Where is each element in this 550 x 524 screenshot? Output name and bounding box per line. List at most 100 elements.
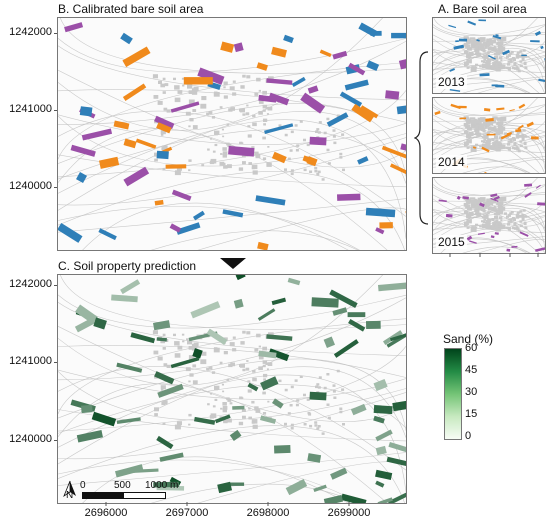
settlement-block [466, 207, 471, 210]
settlement-block [487, 58, 491, 62]
contour-line [433, 18, 538, 55]
contour-line [433, 41, 545, 70]
settlement-block [497, 202, 502, 206]
settlement-block [174, 424, 181, 430]
settlement-block [327, 162, 331, 165]
settlement-block [466, 139, 472, 144]
settlement-block [258, 366, 263, 371]
settlement-block [188, 159, 192, 162]
settlement-block [487, 52, 490, 55]
settlement-block [181, 77, 185, 80]
settlement-block [479, 37, 486, 42]
bare-soil-field-2014 [483, 171, 493, 173]
settlement-block [315, 130, 318, 133]
settlement-block [290, 130, 294, 134]
settlement-block [491, 146, 496, 150]
settlement-block [485, 219, 491, 224]
settlement-block [262, 391, 266, 395]
settlement-block [497, 128, 503, 132]
panel-a-map-2013: 2013 [432, 17, 546, 94]
settlement-block [507, 60, 511, 63]
settlement-block [193, 342, 199, 347]
settlement-block [495, 139, 499, 142]
bare-soil-field-2014 [220, 41, 235, 53]
settlement-block [258, 89, 261, 92]
settlement-block [493, 116, 498, 120]
settlement-block [519, 140, 523, 143]
panel-a-map-2014-canvas [433, 98, 545, 173]
settlement-block [210, 138, 213, 140]
settlement-block [488, 120, 494, 125]
settlement-block [523, 222, 527, 226]
panel-c-y-tick: 1242000 [9, 278, 52, 290]
settlement-block [487, 218, 491, 222]
panel-a-map-2013-canvas [433, 18, 545, 93]
settlement-block [524, 55, 528, 58]
bare-soil-field-2014 [483, 108, 491, 112]
settlement-block [162, 347, 166, 350]
settlement-block [518, 214, 522, 218]
contour-line [433, 185, 545, 213]
panel-c-title: C. Soil property prediction [58, 259, 197, 273]
settlement-block [229, 342, 235, 347]
settlement-block [474, 39, 480, 44]
settlement-block [174, 97, 181, 103]
panel-b-y-tick: 1240000 [9, 180, 52, 192]
settlement-block [213, 92, 220, 97]
bare-soil-field-2014 [154, 199, 164, 206]
settlement-block [230, 107, 235, 111]
settlement-block [465, 204, 471, 209]
settlement-block [201, 164, 205, 167]
sand-prediction-field [93, 317, 107, 330]
settlement-block [516, 136, 520, 139]
panel-c-map-canvas [58, 275, 406, 503]
settlement-block [241, 154, 246, 158]
panel-a-map-2015-canvas [433, 178, 545, 253]
settlement-block [485, 59, 491, 64]
settlement-block [256, 333, 261, 338]
settlement-block [262, 157, 267, 160]
settlement-block [212, 150, 216, 153]
bare-soil-field-2015 [524, 183, 533, 187]
panel-c-map [57, 274, 407, 504]
settlement-block [262, 346, 267, 351]
sand-prediction-field [329, 289, 358, 308]
settlement-block [251, 400, 255, 404]
settlement-block [158, 80, 162, 84]
settlement-block [499, 212, 502, 215]
settlement-block [470, 203, 477, 209]
settlement-block [487, 138, 491, 142]
sand-prediction-field [373, 415, 385, 424]
year-label-2014: 2014 [436, 155, 467, 169]
bare-soil-field-2013 [58, 223, 83, 243]
settlement-block [486, 198, 491, 202]
bare-soil-field-2013 [453, 44, 465, 50]
bare-soil-field-2015 [493, 195, 500, 201]
settlement-block [513, 63, 517, 66]
bare-soil-field-2014 [509, 109, 515, 112]
settlement-block [339, 407, 343, 410]
settlement-block [232, 80, 236, 83]
settlement-block [466, 214, 472, 219]
settlement-block [499, 132, 502, 135]
bare-soil-field-2013 [192, 210, 205, 221]
settlement-block [162, 400, 168, 405]
settlement-block [466, 47, 471, 50]
contour-line [462, 166, 530, 173]
settlement-block [266, 162, 272, 167]
settlement-block [495, 131, 501, 136]
settlement-block [341, 133, 345, 136]
panel-b-map [57, 17, 407, 251]
settlement-block [192, 109, 197, 112]
settlement-block [496, 221, 501, 225]
settlement-block [486, 222, 491, 226]
settlement-block [267, 106, 273, 111]
settlement-block [157, 356, 163, 361]
contour-line [433, 104, 545, 116]
settlement-block [226, 378, 230, 381]
bare-soil-field-2013 [538, 78, 545, 83]
bare-soil-field-2015 [375, 227, 385, 235]
settlement-block [486, 203, 491, 207]
contour-line [433, 25, 545, 53]
settlement-block [187, 340, 193, 345]
